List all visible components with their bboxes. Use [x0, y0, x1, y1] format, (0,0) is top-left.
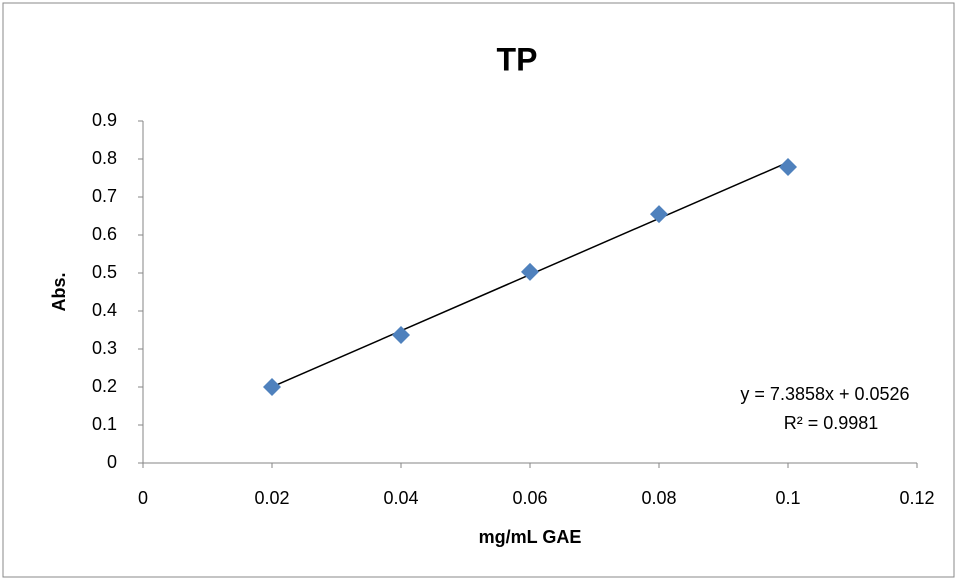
y-tick-label: 0.2	[92, 376, 117, 396]
x-tick-label: 0.12	[899, 488, 934, 508]
x-tick-label: 0.02	[254, 488, 289, 508]
chart-title: TP	[497, 41, 538, 77]
scatter-point	[779, 157, 797, 176]
trendline-equation: y = 7.3858x + 0.0526	[740, 384, 909, 404]
x-axis-label: mg/mL GAE	[479, 527, 582, 547]
scatter-point	[650, 205, 668, 224]
y-tick-label: 0	[107, 452, 117, 472]
scatter-point	[263, 378, 281, 396]
x-tick-label: 0.06	[512, 488, 547, 508]
y-tick-label: 0.8	[92, 148, 117, 168]
scatter-point	[521, 262, 539, 281]
x-tick-label: 0.04	[383, 488, 418, 508]
y-tick-label: 0.7	[92, 186, 117, 206]
x-tick-label: 0	[138, 488, 148, 508]
y-tick-label: 0.6	[92, 224, 117, 244]
x-tick-label: 0.1	[775, 488, 800, 508]
y-tick-label: 0.5	[92, 262, 117, 282]
y-tick-label: 0.3	[92, 338, 117, 358]
x-tick-label: 0.08	[641, 488, 676, 508]
y-tick-label: 0.1	[92, 414, 117, 434]
y-tick-label: 0.4	[92, 300, 117, 320]
y-tick-label: 0.9	[92, 110, 117, 130]
trendline-r-squared: R² = 0.9981	[784, 413, 879, 433]
y-axis-label: Abs.	[49, 272, 69, 311]
scatter-point	[392, 325, 410, 344]
